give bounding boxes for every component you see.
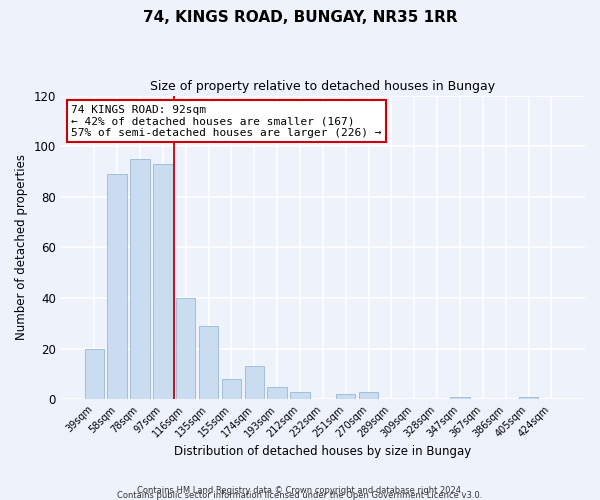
Bar [130,159,150,399]
Text: 74, KINGS ROAD, BUNGAY, NR35 1RR: 74, KINGS ROAD, BUNGAY, NR35 1RR [143,10,457,25]
Bar [85,348,104,399]
Bar [519,396,538,399]
Bar [222,379,241,399]
Bar [245,366,264,399]
Bar [290,392,310,399]
Bar [336,394,355,399]
Bar [153,164,173,399]
Bar [176,298,196,399]
Bar [199,326,218,399]
Text: Contains public sector information licensed under the Open Government Licence v3: Contains public sector information licen… [118,490,482,500]
Bar [107,174,127,399]
Title: Size of property relative to detached houses in Bungay: Size of property relative to detached ho… [151,80,496,93]
Text: 74 KINGS ROAD: 92sqm
← 42% of detached houses are smaller (167)
57% of semi-deta: 74 KINGS ROAD: 92sqm ← 42% of detached h… [71,104,382,138]
X-axis label: Distribution of detached houses by size in Bungay: Distribution of detached houses by size … [174,444,472,458]
Bar [359,392,379,399]
Y-axis label: Number of detached properties: Number of detached properties [15,154,28,340]
Bar [268,386,287,399]
Text: Contains HM Land Registry data © Crown copyright and database right 2024.: Contains HM Land Registry data © Crown c… [137,486,463,495]
Bar [451,396,470,399]
